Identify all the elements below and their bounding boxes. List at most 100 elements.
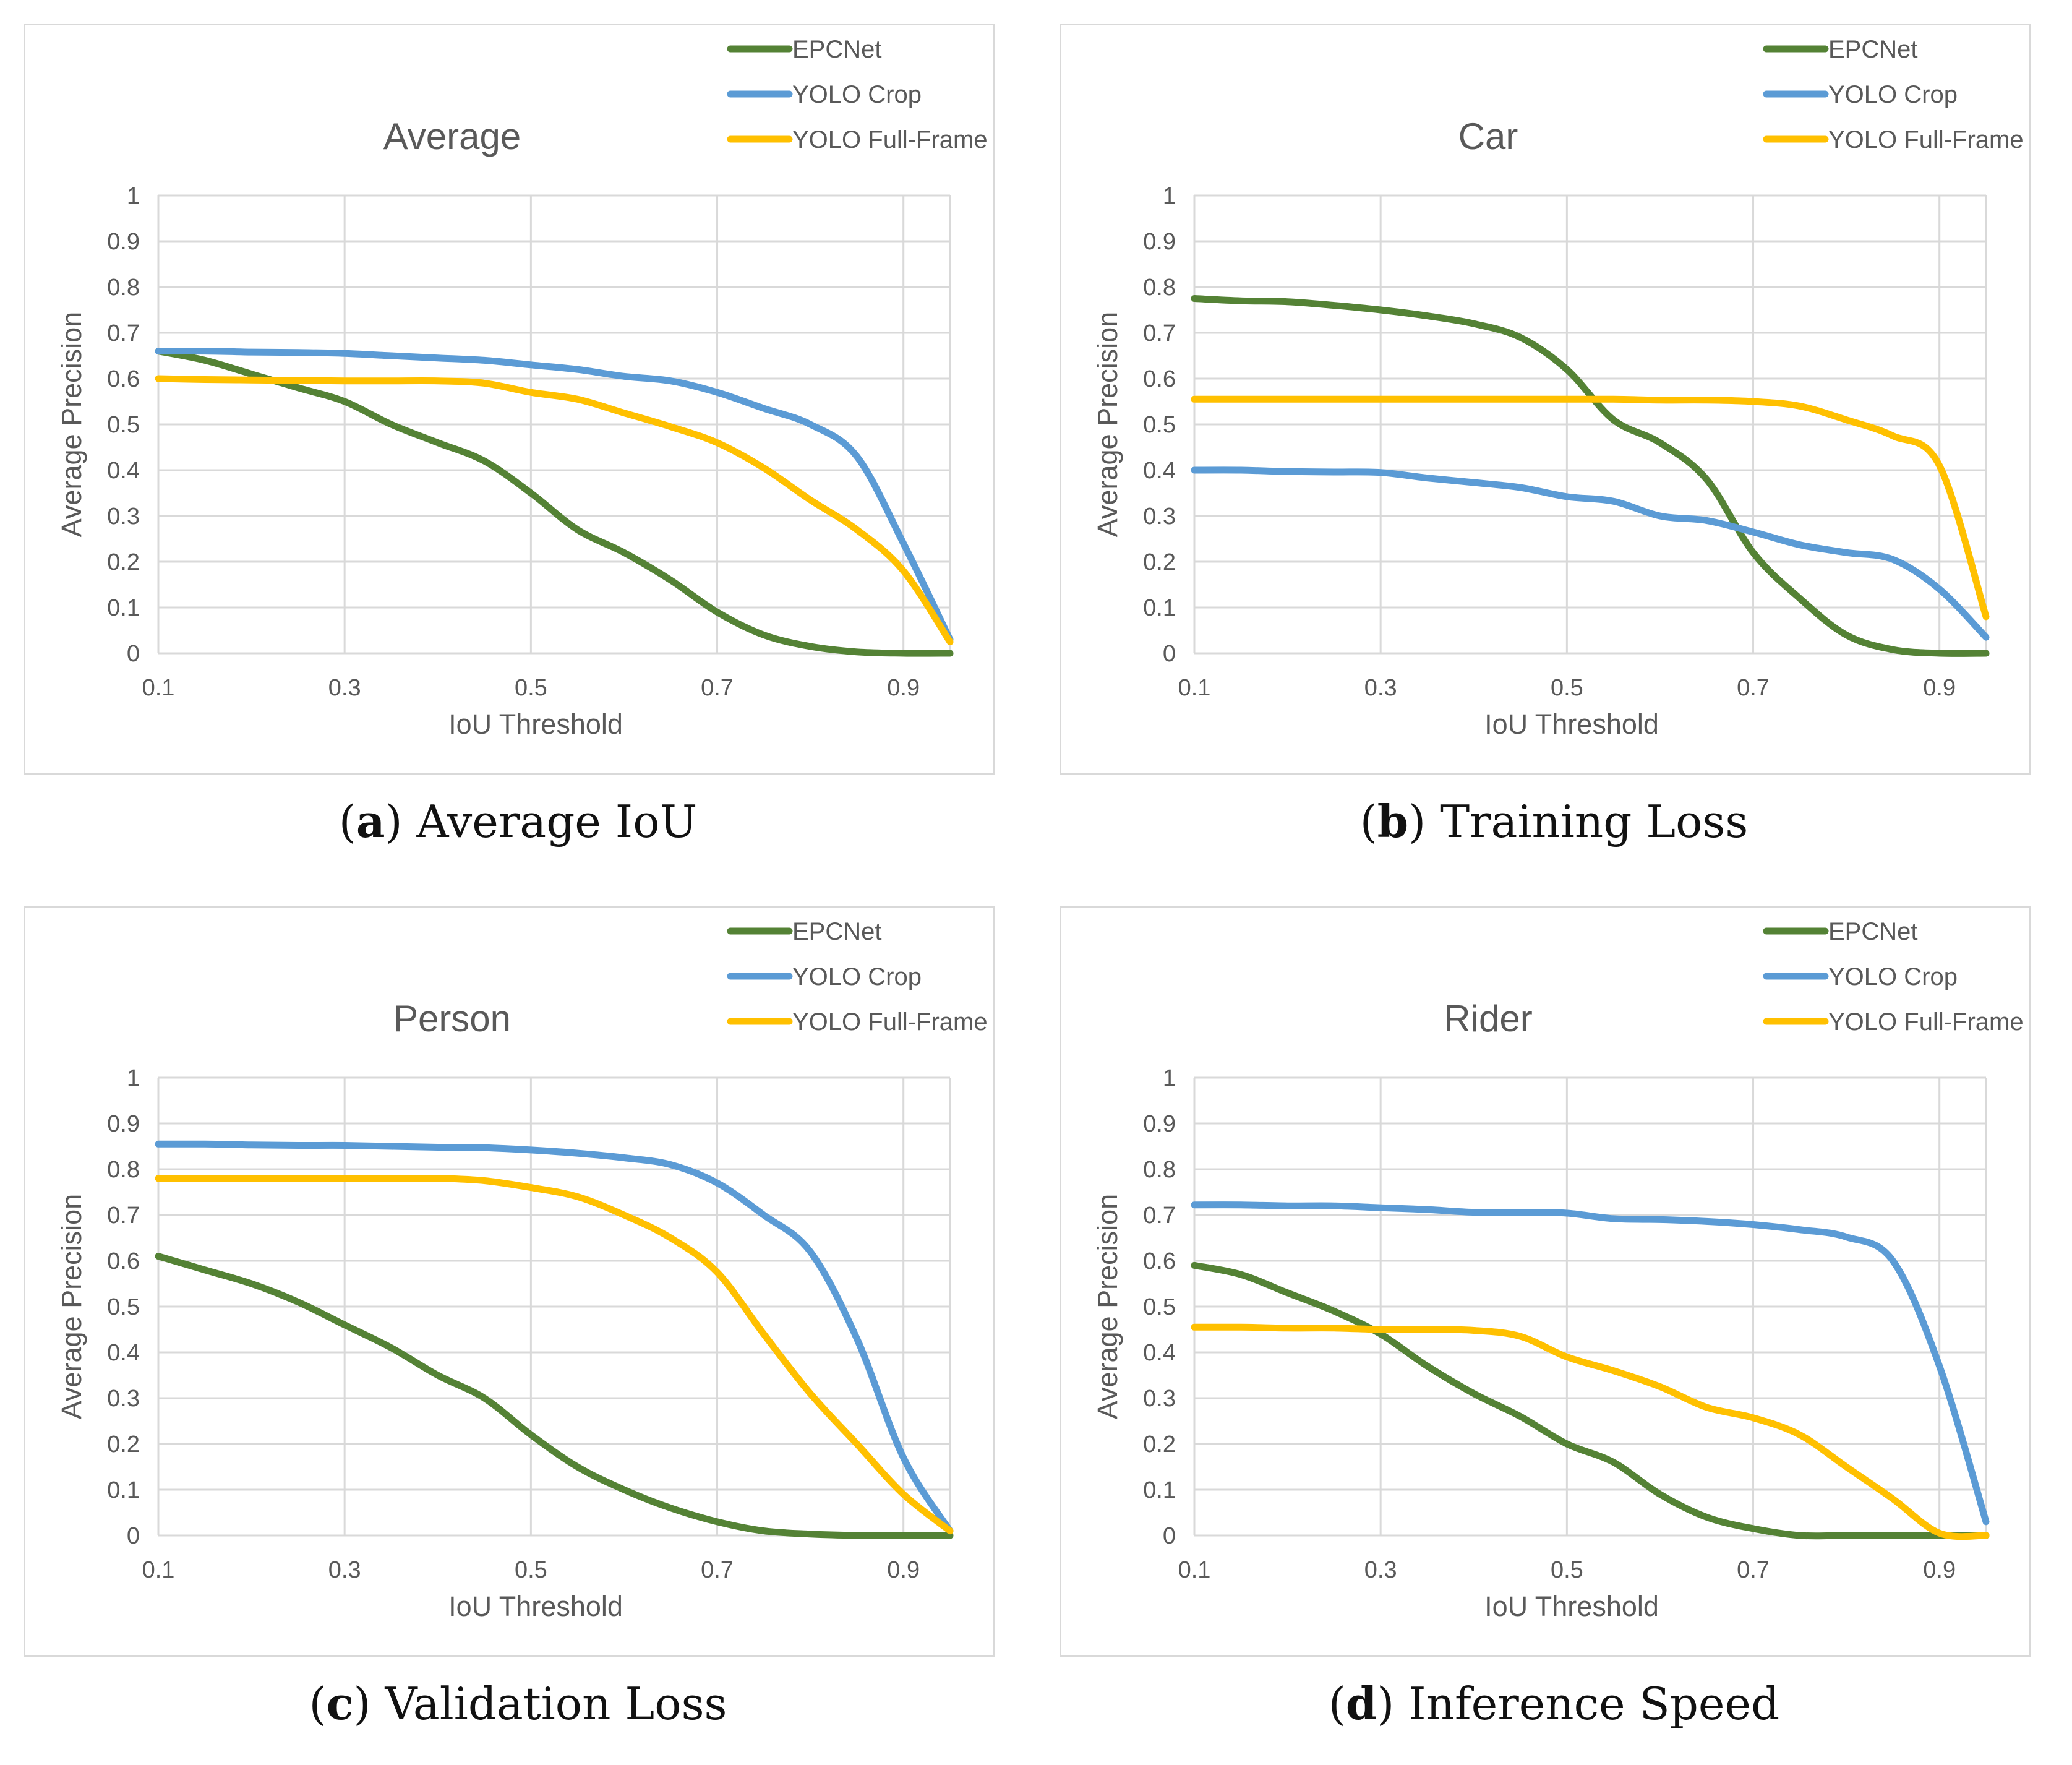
- y-tick-label: 0.5: [107, 1294, 140, 1320]
- series-line-yolo-full-frame: [155, 375, 954, 645]
- chart-title: Car: [1458, 116, 1518, 157]
- y-tick-label: 0.2: [1143, 1432, 1176, 1458]
- chart-title: Person: [393, 998, 511, 1039]
- series-line-epcnet: [1191, 1261, 1990, 1540]
- y-axis-label: Average Precision: [56, 1194, 87, 1419]
- panel-c: 0 0.1 0.2 0.3 0.4 0.5 0.6 0.7 0.8 0.9 1 0.1 0.3 0.5 0.…: [0, 882, 1036, 1764]
- series-line-epcnet: [1191, 295, 1990, 657]
- legend-label-yolo-full-frame: YOLO Full-Frame: [1828, 1008, 2024, 1036]
- y-tick-label: 0.3: [1143, 504, 1176, 530]
- x-axis-label: IoU Threshold: [448, 708, 623, 740]
- series-line-epcnet: [155, 348, 954, 657]
- series-line-yolo-crop: [155, 1140, 954, 1535]
- y-axis-label: Average Precision: [56, 312, 87, 537]
- y-tick-label: 0: [1163, 1523, 1176, 1549]
- legend-label-epcnet: EPCNet: [1828, 918, 1918, 945]
- y-tick-label: 0.6: [107, 366, 140, 392]
- x-tick-label: 0.9: [1923, 675, 1956, 701]
- x-tick-label: 0.3: [1364, 1557, 1397, 1583]
- x-tick-label: 0.5: [515, 675, 547, 701]
- y-tick-label: 0.6: [1143, 366, 1176, 392]
- y-tick-label: 1: [127, 183, 140, 209]
- caption-b: (b) Training Loss: [1359, 795, 1749, 848]
- x-tick-label: 0.9: [887, 675, 920, 701]
- legend-label-yolo-crop: YOLO Crop: [1828, 963, 1958, 990]
- series-line-yolo-crop: [1191, 1201, 1990, 1526]
- y-tick-label: 0.9: [107, 1111, 140, 1137]
- y-tick-label: 0.2: [107, 1432, 140, 1458]
- y-tick-label: 0.2: [107, 549, 140, 575]
- series-line-yolo-crop: [155, 348, 954, 643]
- y-tick-label: 0.7: [107, 1203, 140, 1229]
- chart-frame: 0 0.1 0.2 0.3 0.4 0.5 0.6 0.7 0.8 0.9 1 0.1 0.3 0.5 0.…: [24, 906, 995, 1657]
- x-tick-label: 0.5: [1551, 1557, 1583, 1583]
- y-tick-label: 0.7: [1143, 1203, 1176, 1229]
- x-tick-label: 0.7: [701, 675, 734, 701]
- series-line-yolo-full-frame: [1191, 395, 1990, 621]
- chart-frame: 0 0.1 0.2 0.3 0.4 0.5 0.6 0.7 0.8 0.9 1 0.1 0.3 0.5 0.…: [1060, 24, 2031, 775]
- x-tick-label: 0.1: [142, 675, 175, 701]
- x-axis-label: IoU Threshold: [1484, 708, 1659, 740]
- x-tick-label: 0.7: [1737, 1557, 1770, 1583]
- y-tick-label: 0.1: [1143, 1477, 1176, 1503]
- panel-b: 0 0.1 0.2 0.3 0.4 0.5 0.6 0.7 0.8 0.9 1 0.1 0.3 0.5 0.…: [1036, 0, 2072, 882]
- y-tick-label: 0.9: [1143, 229, 1176, 255]
- y-tick-label: 0: [127, 641, 140, 667]
- y-axis-label: Average Precision: [1092, 1194, 1123, 1419]
- panel-d: 0 0.1 0.2 0.3 0.4 0.5 0.6 0.7 0.8 0.9 1 0.1 0.3 0.5 0.…: [1036, 882, 2072, 1764]
- x-axis-label: IoU Threshold: [448, 1591, 623, 1622]
- y-tick-label: 0.1: [107, 1477, 140, 1503]
- panel-a: 0 0.1 0.2 0.3 0.4 0.5 0.6 0.7 0.8 0.9 1 0.1 0.3 0.5 0.…: [0, 0, 1036, 882]
- caption-c: (c) Validation Loss: [309, 1677, 727, 1730]
- chart-rider: 00.10.20.30.40.50.60.70.80.910.1 0.3 0.5 0.…: [1092, 918, 2024, 1622]
- series-line-yolo-full-frame: [155, 1175, 954, 1535]
- chart-frame: 0 0.1 0.2 0.3 0.4 0.5 0.6 0.7 0.8 0.9 1 0.1 0.3 0.5 0.…: [1060, 906, 2031, 1657]
- y-tick-label: 0.5: [107, 412, 140, 438]
- y-tick-label: 0.5: [1143, 412, 1176, 438]
- y-tick-label: 1: [127, 1065, 140, 1091]
- x-tick-label: 0.7: [701, 1557, 734, 1583]
- y-tick-label: 0.3: [107, 504, 140, 530]
- legend-label-epcnet: EPCNet: [792, 36, 882, 63]
- x-tick-label: 0.7: [1737, 675, 1770, 701]
- chart-frame: 0 0.1 0.2 0.3 0.4 0.5 0.6 0.7 0.8 0.9 1 0.1 0.3 0.5 0.…: [24, 24, 995, 775]
- y-tick-label: 0.8: [107, 1157, 140, 1183]
- y-tick-label: 0.4: [107, 458, 140, 484]
- x-tick-label: 0.5: [1551, 675, 1583, 701]
- y-axis-label: Average Precision: [1092, 312, 1123, 537]
- y-tick-label: 0.1: [1143, 595, 1176, 621]
- legend-label-epcnet: EPCNet: [792, 918, 882, 945]
- y-tick-label: 0.8: [1143, 1157, 1176, 1183]
- chart-car: 00.10.20.30.40.50.60.70.80.910.1 0.3 0.5 0.…: [1092, 36, 2024, 740]
- y-tick-label: 0.1: [107, 595, 140, 621]
- x-tick-label: 0.3: [328, 1557, 361, 1583]
- y-tick-label: 0.3: [1143, 1386, 1176, 1412]
- y-tick-label: 0.7: [1143, 320, 1176, 346]
- y-tick-label: 1: [1163, 1065, 1176, 1091]
- legend-label-yolo-full-frame: YOLO Full-Frame: [792, 1008, 988, 1036]
- legend-label-yolo-crop: YOLO Crop: [792, 963, 922, 990]
- y-tick-label: 0.6: [107, 1248, 140, 1274]
- y-tick-label: 0.8: [1143, 275, 1176, 301]
- chart-title: Rider: [1444, 998, 1532, 1039]
- caption-d: (d) Inference Speed: [1328, 1677, 1780, 1730]
- x-tick-label: 0.9: [1923, 1557, 1956, 1583]
- y-tick-label: 0.4: [1143, 458, 1176, 484]
- y-tick-label: 0.9: [1143, 1111, 1176, 1137]
- x-tick-label: 0.1: [1178, 1557, 1211, 1583]
- y-tick-label: 0.7: [107, 320, 140, 346]
- chart-average: 00.10.20.30.40.50.60.70.80.910.1 0.3 0.5 0.…: [56, 36, 988, 740]
- chart-title: Average: [383, 116, 521, 157]
- x-tick-label: 0.3: [1364, 675, 1397, 701]
- legend-label-epcnet: EPCNet: [1828, 36, 1918, 63]
- y-tick-label: 0.3: [107, 1386, 140, 1412]
- caption-a: (a) Average IoU: [338, 795, 698, 848]
- y-tick-label: 0.4: [107, 1340, 140, 1366]
- legend-label-yolo-full-frame: YOLO Full-Frame: [792, 126, 988, 153]
- y-tick-label: 0.5: [1143, 1294, 1176, 1320]
- y-tick-label: 0.6: [1143, 1248, 1176, 1274]
- x-tick-label: 0.1: [142, 1557, 175, 1583]
- x-tick-label: 0.3: [328, 675, 361, 701]
- legend-label-yolo-crop: YOLO Crop: [792, 81, 922, 108]
- series-line-epcnet: [155, 1253, 954, 1539]
